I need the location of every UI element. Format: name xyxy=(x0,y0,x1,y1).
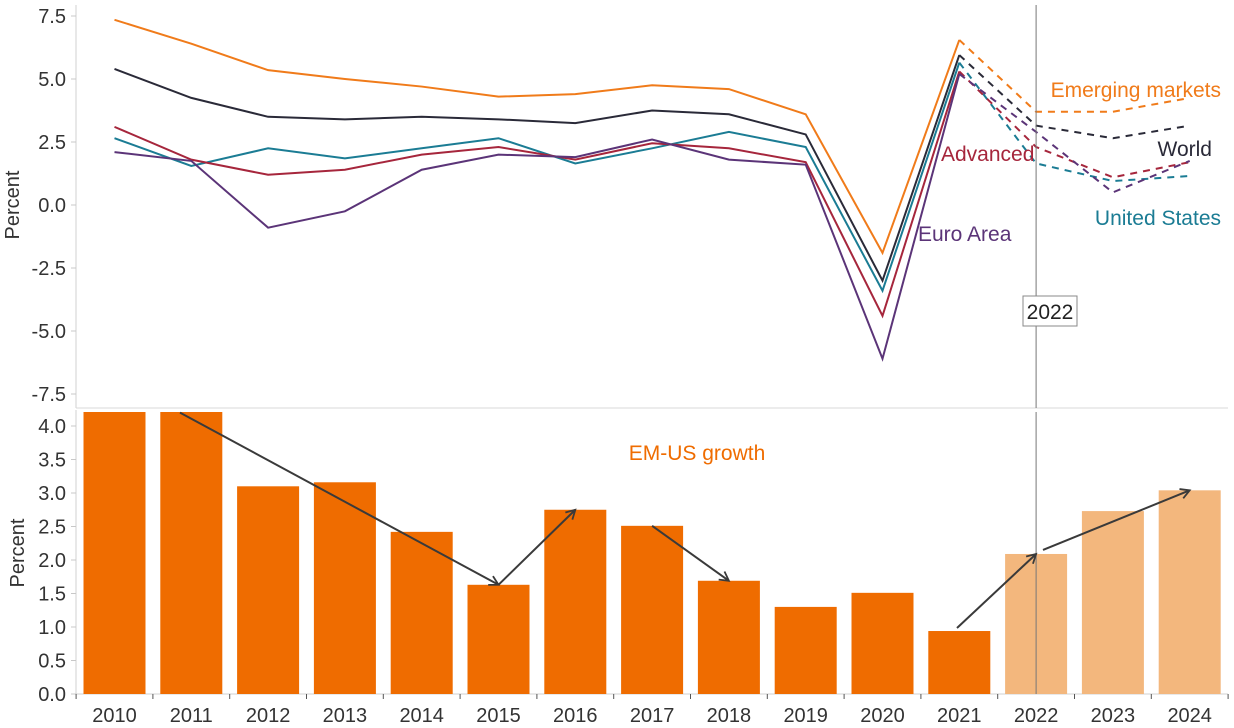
x-tick-label: 2014 xyxy=(399,705,444,727)
bottom-y-tick-label: 1.5 xyxy=(38,584,66,606)
reference-label-2022: 2022 xyxy=(1022,295,1078,327)
top-y-tick-label: -7.5 xyxy=(32,384,66,406)
x-tick-label: 2015 xyxy=(476,705,521,727)
line-series-world-projection xyxy=(958,54,1190,140)
bar-2013 xyxy=(313,482,376,694)
bottom-y-tick-label: 1.0 xyxy=(38,617,66,639)
bar-2021 xyxy=(928,631,991,694)
series-label-euro-area: Euro Area xyxy=(918,223,1012,246)
line-series-world xyxy=(114,54,961,284)
bottom-y-axis-title: Percent xyxy=(7,518,29,587)
bar-2017 xyxy=(621,525,684,694)
bar-chart-panel: 4.0 3.5 3.0 2.5 2.0 1.5 1.0 0.5 0.0 Percent 2010… xyxy=(7,410,1229,727)
x-tick-label: 2023 xyxy=(1091,705,1136,727)
top-y-tick-label: 7.5 xyxy=(38,6,66,28)
top-y-tick-label: 2.5 xyxy=(38,132,66,154)
top-y-ticks: 7.5 5.0 2.5 0.0 -2.5 -5.0 -7.5 xyxy=(32,6,76,406)
reference-label-text: 2022 xyxy=(1027,301,1074,324)
bar-2011 xyxy=(160,412,223,694)
line-series-euro-area xyxy=(114,73,961,362)
x-tick-label: 2013 xyxy=(323,705,368,727)
trend-arrows-group xyxy=(179,411,1192,629)
bottom-y-tick-label: 3.0 xyxy=(38,483,66,505)
x-tick-label: 2016 xyxy=(553,705,598,727)
bar-2024 xyxy=(1158,490,1221,694)
top-y-tick-label: 0.0 xyxy=(38,195,66,217)
x-tick-label: 2018 xyxy=(707,705,752,727)
series-label-emerging-markets: Emerging markets xyxy=(1051,79,1221,102)
x-tick-label: 2011 xyxy=(170,705,213,727)
x-tick-label: 2017 xyxy=(630,705,675,727)
bar-2018 xyxy=(697,580,760,694)
series-label-advanced: Advanced xyxy=(941,143,1034,166)
x-tick-label: 2012 xyxy=(246,705,291,727)
bottom-y-tick-label: 2.5 xyxy=(38,517,66,539)
reference-label-box xyxy=(1022,295,1078,327)
top-y-axis-title: Percent xyxy=(2,170,24,239)
line-series-emerging-markets-projection xyxy=(958,39,1190,113)
line-series-group xyxy=(114,18,1191,362)
x-tick-label: 2020 xyxy=(860,705,905,727)
bottom-y-tick-label: 3.5 xyxy=(38,450,66,472)
trend-arrow xyxy=(1042,488,1192,551)
x-ticks: 2010 2011 2012 2013 2014 2015 2016 2017 2018 2019… xyxy=(75,694,1229,727)
x-tick-label: 2010 xyxy=(92,705,137,727)
trend-arrow xyxy=(956,552,1038,629)
x-tick-label: 2024 xyxy=(1167,705,1212,727)
bar-2019 xyxy=(774,606,837,694)
em-us-growth-annotation: EM-US growth xyxy=(629,442,766,465)
bar-2016 xyxy=(544,509,607,694)
bar-series-group xyxy=(83,412,1221,694)
bar-2020 xyxy=(851,592,914,694)
x-tick-label: 2021 xyxy=(937,705,982,727)
trend-arrow xyxy=(651,525,731,582)
bar-2015 xyxy=(467,584,530,694)
bar-2010 xyxy=(83,412,146,694)
bar-2014 xyxy=(390,531,453,694)
trend-arrow xyxy=(497,508,577,586)
x-tick-label: 2022 xyxy=(1014,705,1059,727)
bottom-y-ticks: 4.0 3.5 3.0 2.5 2.0 1.5 1.0 0.5 0.0 xyxy=(38,416,76,706)
bar-2023 xyxy=(1081,511,1144,694)
top-y-tick-label: 5.0 xyxy=(38,69,66,91)
line-chart-panel: 7.5 5.0 2.5 0.0 -2.5 -5.0 -7.5 Percent 2022 Em… xyxy=(2,5,1228,409)
bottom-y-tick-label: 4.0 xyxy=(38,416,66,438)
bottom-y-tick-label: 0.5 xyxy=(38,651,66,673)
bottom-y-tick-label: 0.0 xyxy=(38,684,66,706)
top-y-tick-label: -5.0 xyxy=(32,321,66,343)
bar-2012 xyxy=(237,486,300,694)
line-series-emerging-markets xyxy=(114,18,961,256)
top-y-tick-label: -2.5 xyxy=(32,258,66,280)
x-tick-label: 2019 xyxy=(783,705,828,727)
series-label-united-states: United States xyxy=(1095,207,1221,230)
trend-arrow xyxy=(179,411,501,586)
line-series-advanced xyxy=(114,71,961,319)
bottom-y-tick-label: 2.0 xyxy=(38,550,66,572)
series-label-world: World xyxy=(1158,138,1212,161)
line-series-united-states xyxy=(114,62,961,294)
line-series-euro-area-projection xyxy=(958,73,1191,194)
